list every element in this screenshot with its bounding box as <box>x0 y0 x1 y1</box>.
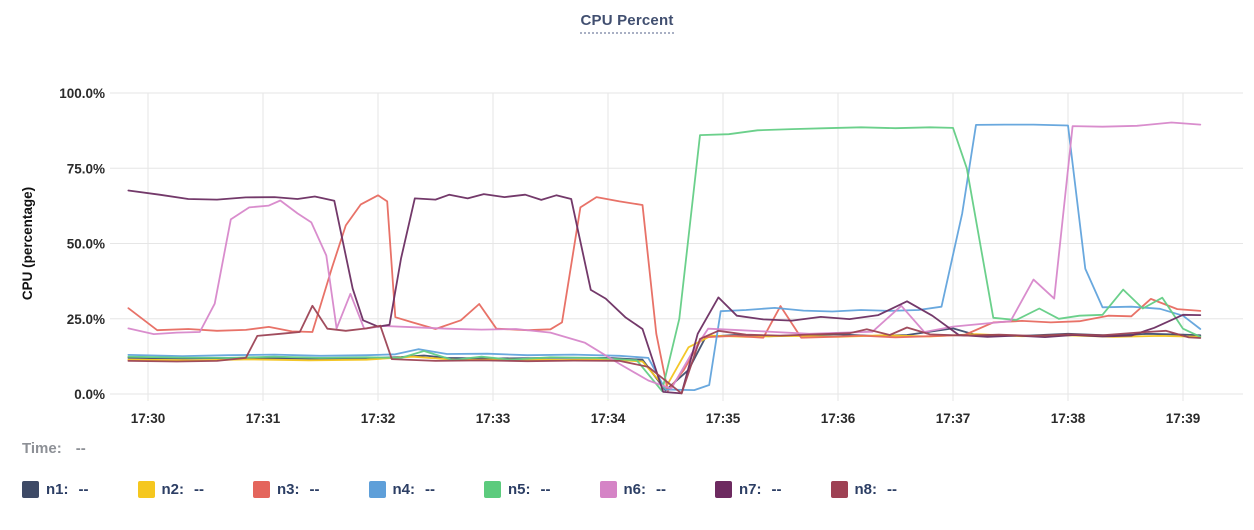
legend-value-n3: -- <box>309 481 320 498</box>
x-axis-tick-label: 17:39 <box>1166 411 1201 426</box>
legend-label-n5: n5: <box>508 481 531 498</box>
legend-label-n1: n1: <box>46 481 69 498</box>
x-axis-tick-label: 17:32 <box>361 411 396 426</box>
y-axis-title: CPU (percentage) <box>20 187 35 300</box>
y-axis-tick-label: 50.0% <box>67 237 105 252</box>
legend-item-n2[interactable]: n2: -- <box>137 481 204 498</box>
y-axis-tick-label: 0.0% <box>74 387 105 402</box>
legend-value-n5: -- <box>540 481 551 498</box>
series-n5-line <box>127 126 1202 392</box>
chart-title-row: CPU Percent <box>0 0 1254 34</box>
chart-legend: n1: -- n2: -- n3: -- n4: -- n5: -- n6: -- n7: -- n8: -- <box>22 481 946 498</box>
x-axis-tick-label: 17:35 <box>706 411 741 426</box>
legend-item-n7[interactable]: n7: -- <box>715 481 782 498</box>
y-axis-tick-label: 25.0% <box>67 312 105 327</box>
gridlines <box>110 92 1243 401</box>
x-axis-tick-label: 17:30 <box>131 411 166 426</box>
legend-swatch-n1 <box>22 481 39 498</box>
legend-item-n4[interactable]: n4: -- <box>368 481 435 498</box>
legend-swatch-n7 <box>715 481 732 498</box>
time-readout-value: -- <box>75 440 86 457</box>
legend-label-n4: n4: <box>392 481 416 498</box>
legend-label-n6: n6: <box>623 481 647 498</box>
chart-title[interactable]: CPU Percent <box>580 12 674 34</box>
x-axis-tick-label: 17:38 <box>1051 411 1086 426</box>
x-axis-tick-label: 17:31 <box>246 411 281 426</box>
series-n6-line <box>127 121 1202 390</box>
cpu-percent-panel: CPU Percent 0.0% 25.0% 50.0% 75.0% 100.0% 17:… <box>0 0 1254 426</box>
time-readout: Time: -- <box>22 440 86 457</box>
x-axis-tick-label: 17:36 <box>821 411 856 426</box>
legend-swatch-n8 <box>830 481 848 498</box>
legend-item-n8[interactable]: n8: -- <box>830 481 897 498</box>
series-n3-line <box>127 194 1202 392</box>
cpu-percent-chart: 0.0% 25.0% 50.0% 75.0% 100.0% 17:30 17:31 17:32… <box>20 86 1243 426</box>
legend-item-n1[interactable]: n1: -- <box>22 481 89 498</box>
x-axis-tick-label: 17:33 <box>476 411 511 426</box>
legend-swatch-n6 <box>599 481 617 498</box>
x-axis-tick-label: 17:34 <box>591 411 626 426</box>
series-n4-line <box>127 123 1202 392</box>
legend-label-n2: n2: <box>161 481 185 498</box>
legend-value-n4: -- <box>425 481 435 498</box>
legend-swatch-n4 <box>368 481 386 498</box>
legend-value-n1: -- <box>78 481 89 498</box>
y-axis-tick-label: 100.0% <box>59 86 105 101</box>
legend-swatch-n5 <box>484 481 501 498</box>
legend-label-n7: n7: <box>739 481 762 498</box>
legend-swatch-n3 <box>253 481 270 498</box>
series-n7-line <box>127 189 1202 395</box>
legend-value-n2: -- <box>194 481 204 498</box>
time-readout-label: Time: <box>22 440 62 457</box>
legend-value-n7: -- <box>771 481 782 498</box>
legend-item-n3[interactable]: n3: -- <box>253 481 320 498</box>
legend-label-n8: n8: <box>854 481 878 498</box>
series-n8-line <box>127 304 1202 395</box>
legend-label-n3: n3: <box>277 481 300 498</box>
x-axis-tick-label: 17:37 <box>936 411 971 426</box>
y-axis-tick-label: 75.0% <box>67 161 105 176</box>
legend-swatch-n2 <box>137 481 155 498</box>
legend-item-n5[interactable]: n5: -- <box>484 481 551 498</box>
legend-value-n6: -- <box>656 481 666 498</box>
legend-value-n8: -- <box>887 481 897 498</box>
legend-item-n6[interactable]: n6: -- <box>599 481 666 498</box>
